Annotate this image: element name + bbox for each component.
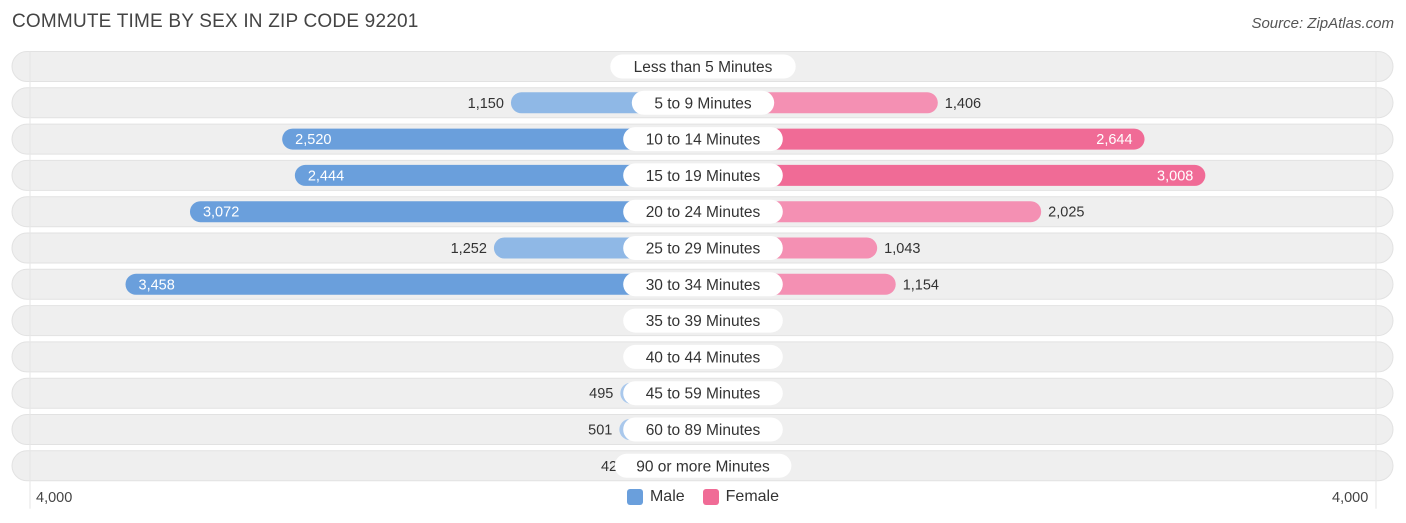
category-pill [610, 54, 796, 79]
category-label: 20 to 24 Minutes [646, 204, 761, 221]
category-label: 90 or more Minutes [636, 458, 770, 475]
category-pill [623, 381, 783, 406]
category-label: 35 to 39 Minutes [646, 313, 761, 330]
category-pill [623, 199, 783, 224]
value-label-female: 2,025 [1048, 205, 1084, 221]
bar-female[interactable] [703, 164, 1206, 186]
legend-male-label: Male [649, 488, 685, 505]
value-label-male: 1,252 [451, 241, 487, 257]
category-pill [623, 308, 783, 333]
axis-left-label: 4,000 [36, 490, 73, 506]
category-label: 25 to 29 Minutes [646, 241, 761, 258]
category-label: 5 to 9 Minutes [654, 95, 752, 112]
legend-female-label: Female [725, 488, 780, 505]
legend: Male Female [0, 488, 1406, 506]
category-pill [623, 236, 783, 260]
bar-male[interactable] [125, 273, 704, 295]
category-pill [614, 453, 792, 478]
category-pill [623, 344, 783, 369]
value-label-female: 1,406 [945, 96, 981, 112]
legend-item-male[interactable]: Male [626, 488, 685, 506]
female-swatch [702, 489, 719, 505]
value-label-female: 2,644 [1096, 132, 1132, 148]
bar-female[interactable] [703, 128, 1145, 150]
value-label-female: 3,008 [1157, 168, 1193, 184]
category-label: 45 to 59 Minutes [646, 386, 761, 403]
bar-male[interactable] [189, 201, 703, 223]
category-pill [623, 127, 783, 152]
value-label-male: 1,150 [468, 96, 504, 112]
category-label: 15 to 19 Minutes [646, 168, 761, 185]
category-pill [623, 163, 783, 188]
category-pill [623, 417, 783, 442]
bar-male[interactable] [294, 164, 703, 186]
value-label-male: 2,520 [295, 132, 331, 148]
category-label: Less than 5 Minutes [634, 59, 773, 76]
value-label-male: 2,444 [308, 168, 344, 184]
category-label: 40 to 44 Minutes [646, 349, 761, 366]
bar-male[interactable] [282, 128, 703, 150]
category-label: 60 to 89 Minutes [646, 422, 761, 439]
value-label-male: 3,072 [203, 205, 239, 221]
legend-item-female[interactable]: Female [702, 488, 780, 506]
category-pill [631, 90, 775, 115]
value-label-female: 1,043 [884, 241, 920, 257]
source-label: Source: ZipAtlas.com [1251, 15, 1394, 32]
category-label: 10 to 14 Minutes [646, 132, 761, 149]
male-swatch [626, 489, 643, 505]
axis-right-label: 4,000 [1332, 490, 1369, 506]
category-label: 30 to 34 Minutes [646, 277, 761, 294]
value-label-female: 1,154 [903, 277, 939, 293]
value-label-male: 501 [588, 423, 612, 439]
value-label-male: 3,458 [139, 277, 175, 293]
category-pill [623, 272, 783, 297]
chart-title: COMMUTE TIME BY SEX IN ZIP CODE 92201 [12, 11, 419, 32]
value-label-male: 495 [589, 386, 613, 402]
bar-female[interactable] [703, 201, 1042, 223]
